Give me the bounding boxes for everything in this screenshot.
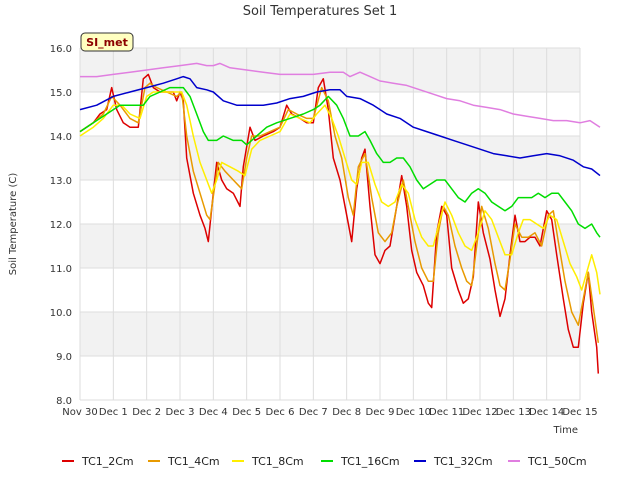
x-tick-label: Dec 13: [496, 407, 531, 418]
x-tick-label: Nov 30: [62, 407, 97, 418]
x-tick-label: Dec 10: [396, 407, 431, 418]
y-axis-label: Soil Temperature (C): [8, 173, 19, 276]
x-tick-label: Dec 6: [266, 407, 295, 418]
grid-band: [80, 48, 580, 92]
legend-item: TC1_50Cm: [508, 455, 587, 468]
x-tick-label: Dec 4: [199, 407, 228, 418]
legend-label: TC1_16Cm: [340, 455, 400, 468]
y-tick-label: 10.0: [50, 308, 72, 319]
x-axis-label: Time: [553, 425, 578, 436]
x-axis-ticks: Nov 30 Dec 1 Dec 2 Dec 3 Dec 4 Dec 5 Dec 6 Dec …: [62, 407, 597, 418]
y-tick-label: 9.0: [56, 352, 72, 363]
legend-label: TC1_8Cm: [251, 455, 304, 468]
legend-label: TC1_32Cm: [433, 455, 493, 468]
legend-item: TC1_2Cm: [62, 455, 134, 468]
x-tick-label: Dec 5: [232, 407, 261, 418]
y-axis-ticks: 8.0 9.0 10.0 11.0 12.0 13.0 14.0 15.0 16.0: [50, 44, 72, 407]
grid-band: [80, 312, 580, 356]
x-tick-label: Dec 3: [166, 407, 195, 418]
legend-item: TC1_32Cm: [414, 455, 493, 468]
x-tick-label: Dec 12: [462, 407, 497, 418]
x-tick-label: Dec 1: [99, 407, 128, 418]
legend-label: TC1_2Cm: [81, 455, 134, 468]
legend-item: TC1_8Cm: [232, 455, 304, 468]
x-tick-label: Dec 11: [429, 407, 464, 418]
grid-lines: [79, 47, 581, 401]
x-tick-label: Dec 8: [332, 407, 361, 418]
grid-bands: [80, 48, 580, 356]
legend-label: TC1_50Cm: [527, 455, 587, 468]
grid-band: [80, 136, 580, 180]
y-tick-label: 8.0: [56, 396, 72, 407]
legend-item: TC1_16Cm: [321, 455, 400, 468]
y-tick-label: 12.0: [50, 220, 72, 231]
x-tick-label: Dec 7: [299, 407, 328, 418]
x-tick-label: Dec 15: [562, 407, 597, 418]
series-line-tc1-4cm: [79, 82, 600, 343]
series-line-tc1-50cm: [80, 62, 601, 128]
series-line-tc1-32cm: [79, 75, 601, 177]
grid-band: [80, 224, 580, 268]
legend: TC1_2Cm TC1_4Cm TC1_8Cm TC1_16Cm TC1_32Cm TC1…: [62, 455, 587, 468]
x-tick-label: Dec 14: [529, 407, 564, 418]
series-line-tc1-8cm: [79, 91, 601, 295]
y-tick-label: 15.0: [50, 88, 72, 99]
y-tick-label: 16.0: [50, 44, 72, 55]
y-tick-label: 14.0: [50, 132, 72, 143]
y-tick-label: 13.0: [50, 176, 72, 187]
series-line-tc1-16cm: [79, 86, 601, 238]
y-tick-label: 11.0: [50, 264, 72, 275]
site-badge: SI_met: [80, 32, 134, 52]
legend-label: TC1_4Cm: [167, 455, 220, 468]
site-badge-label: SI_met: [86, 36, 128, 49]
series-lines: [79, 62, 601, 374]
site-badge-box: [80, 32, 134, 52]
x-tick-label: Dec 2: [132, 407, 161, 418]
chart-title: Soil Temperatures Set 1: [243, 4, 398, 19]
legend-item: TC1_4Cm: [148, 455, 220, 468]
x-tick-label: Dec 9: [366, 407, 395, 418]
